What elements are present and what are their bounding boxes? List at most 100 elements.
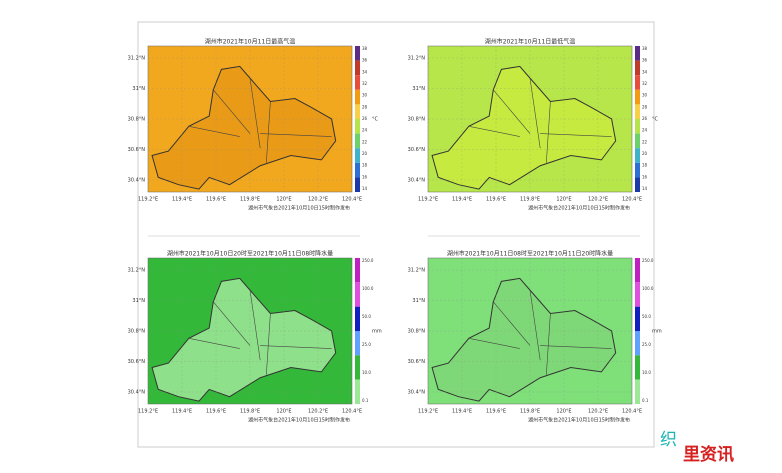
- lat-label: 31.2°N: [128, 56, 146, 62]
- colorbar-segment: [355, 104, 360, 119]
- colorbar-segment: [635, 162, 640, 178]
- lon-label: 119.2°E: [138, 197, 158, 203]
- colorbar-segment: [635, 46, 640, 61]
- colorbar-segment: [355, 162, 360, 178]
- lat-label: 30.6°N: [408, 359, 426, 365]
- district-boundary: [493, 301, 531, 346]
- district-boundary: [249, 78, 261, 149]
- colorbar-segment: [355, 177, 360, 192]
- colorbar-label: 34: [642, 69, 648, 74]
- colorbar-label: 20: [362, 151, 368, 156]
- colorbar-label: 30: [642, 93, 648, 98]
- county-boundary: [431, 277, 617, 402]
- colorbar-label: 38: [362, 46, 368, 51]
- colorbar-label: 250.0: [642, 258, 654, 263]
- district-boundary: [188, 126, 240, 137]
- panel-footer: 湖州市气象台2021年10月10日15时制作发布: [528, 205, 630, 212]
- colorbar-segment: [635, 306, 640, 331]
- colorbar-segment: [635, 258, 640, 283]
- colorbar-segment: [355, 258, 360, 283]
- lat-label: 31°N: [132, 298, 145, 304]
- lon-label: 120°E: [556, 197, 571, 203]
- lon-label: 119.8°E: [240, 197, 260, 203]
- colorbar-segment: [355, 119, 360, 134]
- colorbar-label: 250.0: [362, 258, 374, 263]
- colorbar-label: 25.0: [362, 342, 371, 347]
- colorbar-segment: [355, 355, 360, 380]
- colorbar-label: 26: [362, 116, 368, 121]
- lon-label: 119.2°E: [138, 409, 158, 415]
- panel-footer: 湖州市气象台2021年10月10日15时制作发布: [528, 417, 630, 424]
- lon-label: 120°E: [276, 197, 291, 203]
- colorbar-segment: [635, 133, 640, 149]
- colorbar-label: 24: [642, 128, 648, 133]
- lon-label: 119.4°E: [172, 409, 192, 415]
- lon-label: 119.2°E: [418, 197, 438, 203]
- district-boundary: [249, 290, 261, 361]
- lat-label: 30.6°N: [408, 147, 426, 153]
- colorbar-label: 24: [362, 128, 368, 133]
- watermark-right: 里资讯: [683, 444, 734, 465]
- colorbar-segment: [635, 355, 640, 380]
- colorbar-label: 20: [642, 151, 648, 156]
- colorbar-label: 50.0: [362, 314, 371, 319]
- colorbar-label: 28: [362, 104, 368, 109]
- district-boundary: [540, 345, 612, 349]
- colorbar-segment: [635, 379, 640, 404]
- lon-label: 120°E: [276, 409, 291, 415]
- lon-label: 119.4°E: [452, 197, 472, 203]
- colorbar-segment: [635, 119, 640, 134]
- colorbar-segment: [355, 331, 360, 356]
- county-boundary: [151, 277, 337, 402]
- lon-label: 120.4°E: [622, 197, 642, 203]
- district-boundary: [468, 338, 520, 349]
- colorbar-label: 22: [362, 139, 368, 144]
- lat-label: 30.8°N: [128, 329, 146, 335]
- lat-label: 30.4°N: [408, 178, 426, 184]
- colorbar-label: 25.0: [642, 342, 651, 347]
- lat-label: 30.4°N: [128, 390, 146, 396]
- colorbar-label: 18: [642, 163, 648, 168]
- district-boundary: [493, 89, 531, 134]
- lon-label: 119.8°E: [240, 409, 260, 415]
- colorbar-segment: [635, 75, 640, 90]
- lat-label: 30.8°N: [408, 329, 426, 335]
- colorbar-label: 18: [362, 163, 368, 168]
- district-boundary: [468, 126, 520, 137]
- lat-label: 30.8°N: [408, 117, 426, 123]
- colorbar-label: 0.1: [362, 398, 369, 403]
- lat-label: 30.8°N: [128, 117, 146, 123]
- colorbar-segment: [355, 75, 360, 90]
- colorbar-segment: [355, 282, 360, 307]
- district-boundary: [188, 338, 240, 349]
- colorbar-segment: [635, 282, 640, 307]
- lon-label: 119.6°E: [486, 409, 506, 415]
- panel-footer: 湖州市气象台2021年10月10日15时制作发布: [248, 205, 350, 212]
- colorbar-label: 16: [642, 174, 648, 179]
- colorbar-segment: [355, 148, 360, 163]
- colorbar-label: 14: [642, 186, 648, 191]
- lon-label: 120.2°E: [308, 409, 328, 415]
- lat-label: 31.2°N: [408, 268, 426, 274]
- colorbar-label: 14: [362, 186, 368, 191]
- panel-title: 湖州市2021年10月11日08时至2021年10月11日20时降水量: [447, 250, 613, 258]
- colorbar-label: 36: [642, 58, 648, 63]
- colorbar-segment: [635, 177, 640, 192]
- lon-label: 120.4°E: [622, 409, 642, 415]
- county-boundary: [151, 65, 337, 190]
- colorbar-segment: [355, 46, 360, 61]
- colorbar-segment: [635, 89, 640, 105]
- colorbar-segment: [355, 306, 360, 331]
- district-boundary: [213, 301, 251, 346]
- lon-label: 119.4°E: [172, 197, 192, 203]
- lat-label: 31.2°N: [408, 56, 426, 62]
- district-boundary: [546, 101, 551, 163]
- district-boundary: [529, 78, 541, 149]
- lon-label: 120.4°E: [342, 197, 362, 203]
- lat-label: 30.6°N: [128, 147, 146, 153]
- colorbar-segment: [355, 379, 360, 404]
- colorbar-unit: °C: [372, 117, 379, 123]
- lon-label: 119.2°E: [418, 409, 438, 415]
- district-boundary: [213, 89, 251, 134]
